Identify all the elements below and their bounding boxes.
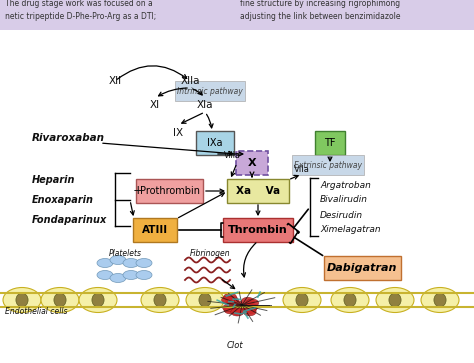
- Text: Clot: Clot: [227, 340, 243, 350]
- Text: Thrombin: Thrombin: [228, 225, 288, 235]
- Ellipse shape: [16, 293, 28, 307]
- FancyBboxPatch shape: [133, 218, 177, 242]
- Text: Argatroban: Argatroban: [320, 180, 371, 189]
- Text: IXa: IXa: [207, 138, 223, 148]
- Ellipse shape: [296, 293, 308, 307]
- Text: IX: IX: [173, 128, 183, 138]
- Ellipse shape: [222, 296, 235, 304]
- Ellipse shape: [243, 308, 256, 316]
- Text: Xa    Va: Xa Va: [236, 186, 280, 196]
- Ellipse shape: [246, 299, 259, 307]
- Ellipse shape: [79, 287, 117, 313]
- FancyBboxPatch shape: [137, 179, 203, 203]
- Text: fine structure by increasing rigrophimong: fine structure by increasing rigrophimon…: [240, 0, 400, 8]
- Text: Desirudin: Desirudin: [320, 211, 363, 220]
- Ellipse shape: [226, 296, 238, 304]
- Text: TF: TF: [324, 138, 336, 148]
- Ellipse shape: [344, 293, 356, 307]
- Ellipse shape: [110, 273, 126, 282]
- Ellipse shape: [223, 304, 236, 312]
- FancyBboxPatch shape: [196, 131, 234, 155]
- Text: XI: XI: [150, 100, 160, 110]
- Text: XII: XII: [109, 76, 121, 86]
- Ellipse shape: [199, 293, 211, 307]
- Text: Dabigatran: Dabigatran: [327, 263, 397, 273]
- Text: The drug stage work was focused on a: The drug stage work was focused on a: [5, 0, 153, 8]
- Ellipse shape: [54, 293, 66, 307]
- Text: Fibrinogen: Fibrinogen: [190, 249, 230, 257]
- FancyBboxPatch shape: [236, 151, 268, 175]
- Text: XIa: XIa: [197, 100, 213, 110]
- Ellipse shape: [331, 287, 369, 313]
- Ellipse shape: [389, 293, 401, 307]
- Ellipse shape: [154, 293, 166, 307]
- Ellipse shape: [232, 305, 246, 313]
- Bar: [0, 0, 474, 30]
- Text: X: X: [248, 158, 256, 168]
- Text: netic tripeptide D-Phe-Pro-Arg as a DTI;: netic tripeptide D-Phe-Pro-Arg as a DTI;: [5, 12, 156, 21]
- Ellipse shape: [136, 270, 152, 280]
- Ellipse shape: [434, 293, 446, 307]
- Ellipse shape: [245, 303, 258, 311]
- Ellipse shape: [92, 293, 104, 307]
- Ellipse shape: [376, 287, 414, 313]
- FancyBboxPatch shape: [315, 131, 345, 155]
- Text: Endothelial cells: Endothelial cells: [5, 306, 67, 315]
- Text: Ximelagatran: Ximelagatran: [320, 225, 381, 234]
- Text: Heparin: Heparin: [32, 175, 75, 185]
- Ellipse shape: [41, 287, 79, 313]
- Ellipse shape: [186, 287, 224, 313]
- Ellipse shape: [231, 308, 244, 316]
- FancyBboxPatch shape: [292, 155, 364, 175]
- Text: Prothrombin: Prothrombin: [140, 186, 200, 196]
- Text: XIIa: XIIa: [180, 76, 200, 86]
- Text: Intrinsic pathway: Intrinsic pathway: [177, 86, 243, 95]
- Text: Rivaroxaban: Rivaroxaban: [32, 133, 105, 143]
- Ellipse shape: [97, 270, 113, 280]
- Ellipse shape: [123, 258, 139, 268]
- Ellipse shape: [283, 287, 321, 313]
- Ellipse shape: [421, 287, 459, 313]
- Text: adjusting the link between benzimidazole: adjusting the link between benzimidazole: [240, 12, 401, 21]
- Ellipse shape: [141, 287, 179, 313]
- Ellipse shape: [123, 270, 139, 280]
- Ellipse shape: [231, 307, 245, 315]
- Ellipse shape: [3, 287, 41, 313]
- Ellipse shape: [110, 256, 126, 265]
- Text: VIIIa: VIIIa: [224, 151, 240, 159]
- Ellipse shape: [243, 306, 256, 314]
- FancyBboxPatch shape: [223, 218, 293, 242]
- Text: Fondaparinux: Fondaparinux: [32, 215, 107, 225]
- Ellipse shape: [97, 258, 113, 268]
- Text: Bivalirudin: Bivalirudin: [320, 196, 368, 204]
- Text: Extrinsic pathway: Extrinsic pathway: [294, 160, 362, 170]
- Ellipse shape: [241, 297, 254, 305]
- Ellipse shape: [224, 306, 237, 314]
- Text: Platelets: Platelets: [109, 249, 142, 257]
- Text: Enoxaparin: Enoxaparin: [32, 195, 94, 205]
- FancyBboxPatch shape: [227, 179, 289, 203]
- Text: VIIa: VIIa: [294, 166, 310, 175]
- Ellipse shape: [136, 258, 152, 268]
- Ellipse shape: [229, 300, 242, 308]
- Text: ATIII: ATIII: [142, 225, 168, 235]
- Ellipse shape: [224, 293, 237, 301]
- FancyBboxPatch shape: [175, 81, 245, 101]
- FancyBboxPatch shape: [323, 256, 401, 280]
- Text: +: +: [133, 184, 143, 197]
